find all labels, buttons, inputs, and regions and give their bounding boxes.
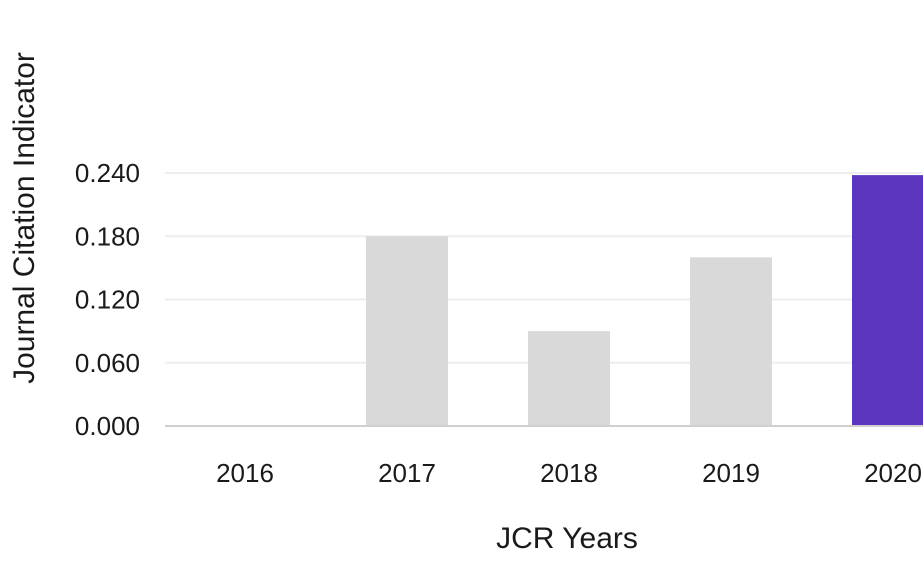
y-tick-label-4: 0.240 [75,158,140,188]
y-tick-label-0: 0.000 [75,411,140,441]
y-tick-label-2: 0.120 [75,285,140,315]
x-tick-labels: 2016 2017 2018 2019 2020 [216,458,922,488]
bars [366,175,923,426]
y-tick-label-1: 0.060 [75,348,140,378]
x-tick-label-2018: 2018 [540,458,598,488]
y-tick-label-3: 0.180 [75,221,140,251]
x-tick-label-2019: 2019 [702,458,760,488]
x-tick-label-2020: 2020 [864,458,922,488]
x-tick-label-2017: 2017 [378,458,436,488]
y-tick-labels: 0.000 0.060 0.120 0.180 0.240 [75,158,140,441]
bar-2019[interactable] [690,257,772,426]
bar-2017[interactable] [366,236,448,426]
bar-2018[interactable] [528,331,610,426]
bar-2020[interactable] [852,175,923,426]
y-axis-title: Journal Citation Indicator [8,52,41,384]
x-axis-title: JCR Years [496,522,638,555]
x-tick-label-2016: 2016 [216,458,274,488]
